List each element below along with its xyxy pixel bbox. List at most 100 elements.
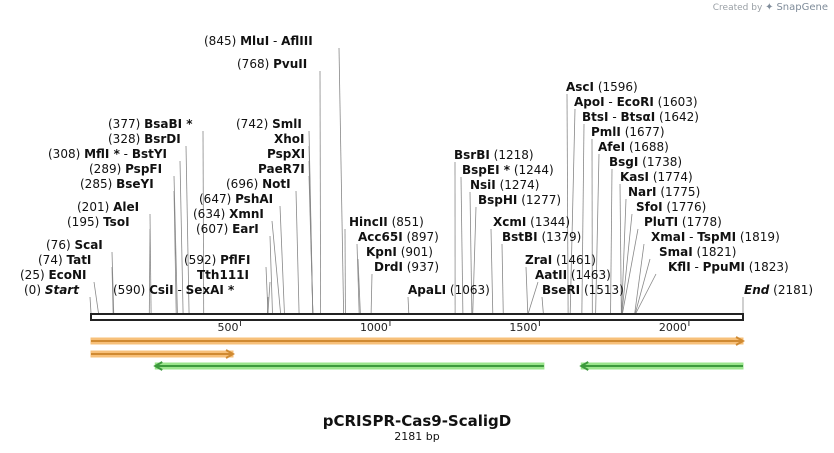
label-part: BstBI: [502, 230, 538, 244]
enzyme-label-text-afei: AfeI (1688): [598, 140, 669, 154]
label-part: ApaLI: [408, 283, 446, 297]
enzyme-label-bseri: BseRI (1513): [542, 283, 624, 297]
enzyme-label-text-mlui: (845) MluI - AflIII: [204, 34, 313, 48]
enzyme-label-text-smai: SmaI (1821): [659, 245, 736, 259]
leader-line-bsabi: [202, 130, 205, 314]
enzyme-label-text-apali: ApaLI (1063): [408, 283, 490, 297]
enzyme-label-text-pspxi: PspXI: [267, 147, 305, 161]
enzyme-label-text-kpni: KpnI (901): [366, 245, 433, 259]
label-part: PpuMI: [703, 260, 745, 274]
leader-line-econi: [93, 281, 99, 314]
label-part: (308): [48, 147, 84, 161]
label-part: (1688): [625, 140, 669, 154]
leader-line-nari: [621, 198, 627, 314]
label-part: KasI: [620, 170, 649, 184]
label-part: (1821): [693, 245, 737, 259]
enzyme-label-text-eari: (607) EarI: [196, 222, 259, 236]
enzyme-label-text-acc65i: Acc65I (897): [358, 230, 439, 244]
label-part: (1596): [594, 80, 638, 94]
leader-line-tati: [111, 266, 114, 314]
leader-line-smli: [308, 130, 314, 314]
leader-line-start: [89, 296, 92, 314]
feature-green-arrow-left-arrowhead-icon: [153, 361, 163, 371]
label-part: TsoI: [103, 215, 129, 229]
leader-line-kasi: [619, 183, 622, 314]
label-part: (647): [199, 192, 235, 206]
label-part: (1274): [496, 178, 540, 192]
enzyme-label-eari: (607) EarI: [196, 222, 259, 236]
label-part: (696): [226, 177, 262, 191]
leader-line-bsgi: [610, 168, 613, 314]
enzyme-label-alei: (201) AleI: [77, 200, 139, 214]
label-part: (1819): [736, 230, 780, 244]
leader-line-bstbi: [501, 243, 504, 314]
enzyme-label-econi: (25) EcoNI: [20, 268, 87, 282]
enzyme-label-sfoi: SfoI (1776): [636, 200, 706, 214]
enzyme-label-mlui: (845) MluI - AflIII: [204, 34, 313, 48]
label-part: SfoI: [636, 200, 663, 214]
label-part: BtsI: [582, 110, 609, 124]
map-title: pCRISPR-Cas9-ScaligD: [322, 412, 512, 430]
leader-line-smai: [634, 258, 651, 314]
enzyme-label-pmli: PmlI (1677): [591, 125, 665, 139]
label-part: -: [685, 230, 697, 244]
label-part: BseRI: [542, 283, 580, 297]
enzyme-label-text-bsgi: BsgI (1738): [609, 155, 682, 169]
enzyme-label-kfli: KflI - PpuMI (1823): [668, 260, 789, 274]
leader-line-xmni: [271, 220, 281, 314]
label-part: (1603): [654, 95, 698, 109]
enzyme-label-smli: (742) SmlI: [236, 117, 302, 131]
feature-orange-arrow-full-arrowhead-icon: [735, 336, 746, 346]
label-part: XmnI: [229, 207, 264, 221]
label-part: (201): [77, 200, 113, 214]
label-part: PaeR7I: [258, 162, 305, 176]
enzyme-label-noti: (696) NotI: [226, 177, 291, 191]
leader-line-aatii: [527, 281, 539, 314]
label-part: SmlI: [272, 117, 302, 131]
label-part: (1244): [510, 163, 554, 177]
enzyme-label-apoi: ApoI - EcoRI (1603): [574, 95, 698, 109]
tick-label-2000: 2000: [659, 321, 687, 334]
enzyme-label-pspfi: (289) PspFI: [89, 162, 162, 176]
leader-line-alei: [149, 213, 152, 314]
enzyme-label-text-bsrdi: (328) BsrDI: [108, 132, 181, 146]
label-part: (1642): [655, 110, 699, 124]
label-part: (1379): [538, 230, 582, 244]
enzyme-label-xhoi: XhoI: [274, 132, 305, 146]
label-part: (590): [113, 283, 149, 297]
label-part: BsrDI: [144, 132, 181, 146]
leader-line-eari: [269, 235, 273, 314]
leader-line-xmai: [634, 243, 645, 314]
enzyme-label-xcmi: XcmI (1344): [493, 215, 570, 229]
enzyme-label-csii: (590) CsiI - SexAI *: [113, 283, 235, 297]
enzyme-label-mfli: (308) MflI * - BstYI: [48, 147, 167, 161]
leader-line-mlui: [338, 47, 345, 314]
leader-line-drdi: [370, 273, 373, 314]
label-part: (607): [196, 222, 232, 236]
label-part: (851): [388, 215, 424, 229]
enzyme-label-apali: ApaLI (1063): [408, 283, 490, 297]
leader-line-bsrdi: [185, 145, 190, 314]
label-part: AscI: [566, 80, 594, 94]
label-part: PmlI: [591, 125, 621, 139]
enzyme-label-text-bspei: BspEI * (1244): [462, 163, 554, 177]
label-part: (328): [108, 132, 144, 146]
enzyme-labels: (0) Start(25) EcoNI(74) TatI(76) ScaI (19…: [20, 34, 813, 297]
enzyme-label-text-bseri: BseRI (1513): [542, 283, 624, 297]
label-part: ApoI: [574, 95, 605, 109]
enzyme-label-kasi: KasI (1774): [620, 170, 693, 184]
enzyme-label-text-tth111i: Tth111I: [197, 268, 249, 282]
label-part: SmaI: [659, 245, 693, 259]
enzyme-label-xmai: XmaI - TspMI (1819): [651, 230, 780, 244]
label-part: XmaI: [651, 230, 685, 244]
leader-line-bseyi: [173, 190, 177, 314]
label-part: Start: [45, 283, 80, 297]
enzyme-label-nari: NarI (1775): [628, 185, 700, 199]
enzyme-label-hincii: HincII (851): [349, 215, 424, 229]
leader-line-scai: [111, 251, 115, 314]
leader-line-asci: [566, 93, 569, 314]
leader-line-zrai: [525, 266, 529, 314]
enzyme-label-text-xcmi: XcmI (1344): [493, 215, 570, 229]
label-part: KpnI: [366, 245, 397, 259]
label-part: Tth111I: [197, 268, 249, 282]
